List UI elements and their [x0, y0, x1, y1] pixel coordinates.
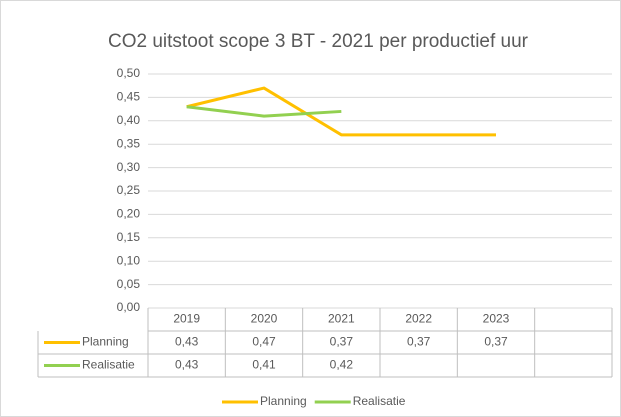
y-tick-label: 0,50 — [117, 66, 141, 80]
y-tick-label: 0,45 — [117, 90, 141, 104]
data-label: 0,47 — [252, 335, 276, 349]
data-label: 0,42 — [330, 358, 354, 372]
y-tick-label: 0,20 — [117, 207, 141, 221]
x-tick-label: 2021 — [328, 312, 355, 326]
y-tick-label: 0,35 — [117, 136, 141, 150]
data-label: 0,43 — [175, 335, 199, 349]
y-tick-label: 0,30 — [117, 160, 141, 174]
y-tick-label: 0,25 — [117, 183, 141, 197]
data-label: 0,41 — [252, 358, 276, 372]
data-label: 0,37 — [484, 335, 508, 349]
x-tick-label: 2023 — [483, 312, 510, 326]
y-tick-label: 0,05 — [117, 277, 141, 291]
x-tick-label: 2022 — [405, 312, 432, 326]
y-tick-label: 0,15 — [117, 230, 141, 244]
y-tick-label: 0,10 — [117, 253, 141, 267]
table-series-name: Planning — [82, 335, 129, 349]
legend-label: Planning — [260, 394, 307, 408]
legend-label: Realisatie — [353, 394, 406, 408]
data-label: 0,37 — [407, 335, 431, 349]
x-tick-label: 2019 — [173, 312, 200, 326]
table-series-name: Realisatie — [82, 358, 135, 372]
data-label: 0,37 — [330, 335, 354, 349]
series-line — [186, 105, 342, 118]
series-line — [186, 86, 496, 137]
x-tick-label: 2020 — [251, 312, 278, 326]
data-label: 0,43 — [175, 358, 199, 372]
y-tick-label: 0,40 — [117, 113, 141, 127]
chart-title: CO2 uitstoot scope 3 BT - 2021 per produ… — [108, 31, 529, 52]
y-tick-label: 0,00 — [117, 300, 141, 314]
